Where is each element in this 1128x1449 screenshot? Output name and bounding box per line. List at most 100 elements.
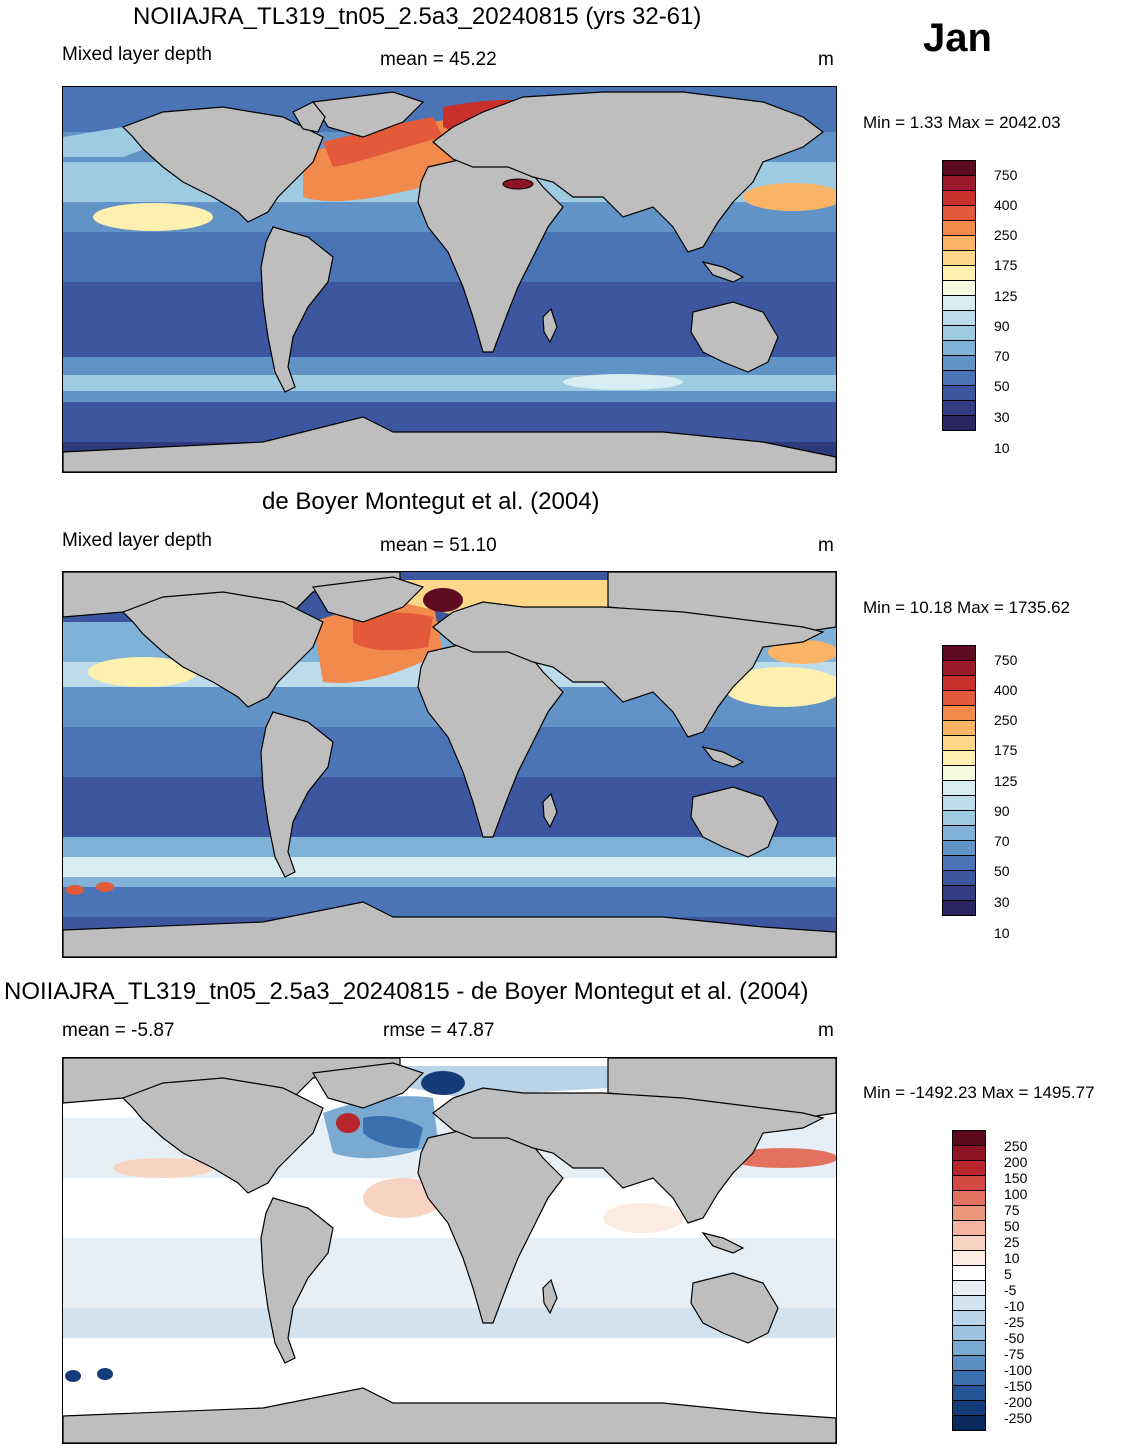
panel1-colorbar-swatch xyxy=(942,280,976,296)
panel3-colorbar-label: 50 xyxy=(1004,1218,1020,1234)
panel3-colorbar-swatch xyxy=(952,1130,986,1146)
panel3-colorbar-swatch xyxy=(952,1340,986,1356)
panel3-colorbar-label: -75 xyxy=(1004,1346,1025,1362)
panel3-colorbar-swatch xyxy=(952,1325,986,1341)
panel3-colorbar-label: -10 xyxy=(1004,1298,1025,1314)
panel2-colorbar-swatch xyxy=(942,645,976,661)
panel3-colorbar-label: -100 xyxy=(1004,1362,1033,1378)
panel1-colorbar-swatch xyxy=(942,325,976,341)
panel1-colorbar-label: 70 xyxy=(994,348,1010,364)
panel1-colorbar-swatch xyxy=(942,250,976,266)
panel2-colorbar-swatch xyxy=(942,810,976,826)
panel1-colorbar-swatch xyxy=(942,370,976,386)
panel3-colorbar-swatch xyxy=(952,1175,986,1191)
panel3-colorbar-swatch xyxy=(952,1370,986,1386)
panel3-colorbar-swatch xyxy=(952,1295,986,1311)
panel2-colorbar-swatch xyxy=(942,720,976,736)
panel3-colorbar-label: -5 xyxy=(1004,1282,1017,1298)
panel3-colorbar-label: 200 xyxy=(1004,1154,1028,1170)
panel2-mean-label: mean = 51.10 xyxy=(380,535,497,556)
panel1-colorbar-label: 10 xyxy=(994,440,1010,456)
panel2-colorbar-swatch xyxy=(942,825,976,841)
panel3-map-graphic xyxy=(63,1058,836,1443)
panel2-colorbar-label: 750 xyxy=(994,652,1018,668)
panel1-colorbar-swatch xyxy=(942,340,976,356)
panel3-difference-map xyxy=(62,1057,837,1444)
panel3-colorbar-swatch xyxy=(952,1160,986,1176)
panel3-colorbar-label: -25 xyxy=(1004,1314,1025,1330)
panel3-colorbar-swatch xyxy=(952,1415,986,1431)
panel2-colorbar-label: 90 xyxy=(994,803,1010,819)
panel3-colorbar-label: 150 xyxy=(1004,1170,1028,1186)
panel3-colorbar-swatch xyxy=(952,1145,986,1161)
panel3-colorbar-swatch xyxy=(952,1280,986,1296)
panel2-colorbar-swatch xyxy=(942,735,976,751)
panel2-colorbar-swatch xyxy=(942,765,976,781)
panel1-colorbar-swatch xyxy=(942,175,976,191)
panel1-model-mld-map xyxy=(62,86,837,473)
panel2-title: de Boyer Montegut et al. (2004) xyxy=(262,488,600,515)
panel2-colorbar-swatch xyxy=(942,795,976,811)
panel1-colorbar-label: 90 xyxy=(994,318,1010,334)
panel2-colorbar-label: 30 xyxy=(994,894,1010,910)
panel2-colorbar-label: 50 xyxy=(994,863,1010,879)
panel3-colorbar-label: 75 xyxy=(1004,1202,1020,1218)
panel1-colorbar-swatch xyxy=(942,400,976,416)
panel1-unit-label: m xyxy=(818,49,834,70)
panel3-colorbar-label: 100 xyxy=(1004,1186,1028,1202)
panel2-colorbar-swatch xyxy=(942,780,976,796)
panel1-colorbar-swatch xyxy=(942,190,976,206)
panel2-colorbar-label: 70 xyxy=(994,833,1010,849)
panel3-colorbar-label: 250 xyxy=(1004,1138,1028,1154)
panel3-colorbar-swatch xyxy=(952,1190,986,1206)
panel2-colorbar-swatch xyxy=(942,870,976,886)
panel3-colorbar-swatch xyxy=(952,1250,986,1266)
panel2-colorbar-swatch xyxy=(942,705,976,721)
panel3-colorbar-swatch xyxy=(952,1400,986,1416)
panel2-colorbar-label: 250 xyxy=(994,712,1018,728)
panel1-colorbar-swatch xyxy=(942,385,976,401)
panel2-colorbar-label: 175 xyxy=(994,742,1018,758)
panel3-colorbar-swatch xyxy=(952,1205,986,1221)
panel3-colorbar-swatch xyxy=(952,1355,986,1371)
panel1-mean-label: mean = 45.22 xyxy=(380,49,497,70)
panel3-colorbar-swatch xyxy=(952,1235,986,1251)
panel2-map-graphic xyxy=(63,572,836,957)
panel1-colorbar-swatch xyxy=(942,205,976,221)
panel1-variable-label: Mixed layer depth xyxy=(62,44,212,65)
panel2-colorbar-label: 400 xyxy=(994,682,1018,698)
panel1-colorbar-label: 125 xyxy=(994,288,1018,304)
panel1-colorbar-swatch xyxy=(942,295,976,311)
panel2-variable-label: Mixed layer depth xyxy=(62,530,212,551)
panel2-colorbar-swatch xyxy=(942,690,976,706)
panel2-colorbar-swatch xyxy=(942,900,976,916)
panel1-colorbar-swatch xyxy=(942,355,976,371)
panel1-colorbar-swatch xyxy=(942,415,976,431)
panel3-colorbar-label: -150 xyxy=(1004,1378,1033,1394)
panel1-title: NOIIAJRA_TL319_tn05_2.5a3_20240815 (yrs … xyxy=(133,3,702,30)
panel1-colorbar-label: 50 xyxy=(994,378,1010,394)
panel3-colorbar-label: 5 xyxy=(1004,1266,1012,1282)
panel3-colorbar-label: -250 xyxy=(1004,1410,1033,1426)
panel1-map-graphic xyxy=(63,87,836,472)
panel3-colorbar-label: 10 xyxy=(1004,1250,1020,1266)
panel1-colorbar-swatch xyxy=(942,160,976,176)
panel2-colorbar-label: 125 xyxy=(994,773,1018,789)
panel2-colorbar-swatch xyxy=(942,750,976,766)
panel1-colorbar-label: 30 xyxy=(994,409,1010,425)
panel1-colorbar-swatch xyxy=(942,310,976,326)
panel2-colorbar-swatch xyxy=(942,885,976,901)
panel3-colorbar-label: 25 xyxy=(1004,1234,1020,1250)
panel1-colorbar-label: 175 xyxy=(994,257,1018,273)
panel3-colorbar-swatch xyxy=(952,1310,986,1326)
panel3-mean-label: mean = -5.87 xyxy=(62,1020,175,1041)
panel3-colorbar-swatch xyxy=(952,1265,986,1281)
panel1-colorbar-label: 250 xyxy=(994,227,1018,243)
panel2-colorbar-label: 10 xyxy=(994,925,1010,941)
panel2-colorbar-swatch xyxy=(942,855,976,871)
panel1-minmax-label: Min = 1.33 Max = 2042.03 xyxy=(863,113,1061,132)
panel3-colorbar-swatch xyxy=(952,1385,986,1401)
panel2-colorbar-swatch xyxy=(942,675,976,691)
month-label: Jan xyxy=(923,16,992,60)
panel3-unit-label: m xyxy=(818,1020,834,1041)
